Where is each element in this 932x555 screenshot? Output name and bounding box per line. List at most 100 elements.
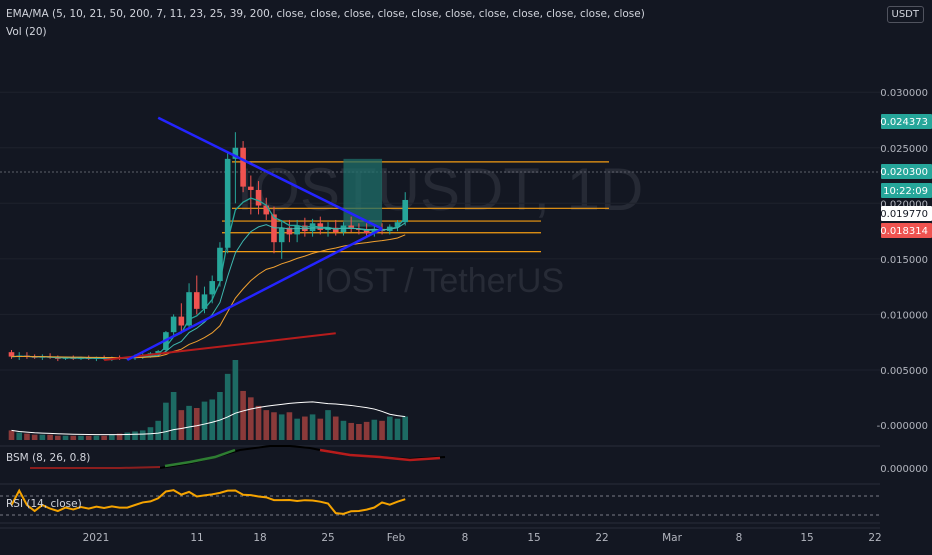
- candle-body: [155, 351, 161, 354]
- volume-bar: [263, 410, 270, 440]
- price-scale-bg: [880, 0, 932, 550]
- indicator-subpanels: [0, 445, 880, 524]
- volume-bar: [78, 435, 84, 440]
- price-tag-bg: [881, 206, 932, 221]
- candle-body: [286, 227, 293, 235]
- time-tick-label: 2021: [83, 532, 110, 544]
- candle-body: [294, 225, 300, 235]
- volume-bar: [170, 392, 177, 440]
- bsm-green: [164, 448, 236, 468]
- candle-body: [8, 352, 15, 357]
- volume-bar: [278, 414, 285, 440]
- bsm-legend[interactable]: BSM (8, 26, 0.8): [6, 452, 91, 464]
- time-tick-label: 15: [527, 532, 540, 544]
- volume-bar: [394, 418, 401, 440]
- candle-body: [263, 205, 270, 215]
- bsm-baseline: [30, 466, 161, 469]
- volume-bar: [101, 435, 107, 440]
- candle-body: [186, 292, 192, 326]
- currency-badge[interactable]: USDT: [886, 6, 924, 23]
- volume-bar: [340, 420, 347, 440]
- trendline: [126, 227, 383, 362]
- volume-bar: [155, 420, 161, 440]
- candle-body: [332, 227, 339, 233]
- volume-bar: [379, 420, 385, 440]
- candle-body: [325, 227, 331, 230]
- volume-bar: [363, 421, 370, 440]
- time-tick-label: 25: [321, 532, 334, 544]
- price-tag-bg: [881, 164, 932, 179]
- candle-body: [371, 228, 378, 234]
- volume-bar: [255, 405, 262, 440]
- volume-bar: [31, 434, 38, 440]
- candle-body: [278, 227, 285, 243]
- bsm-red: [319, 448, 441, 462]
- target-zone: [343, 158, 383, 227]
- ma200-line: [104, 332, 336, 361]
- candle-body: [309, 223, 316, 232]
- candle-body: [209, 281, 216, 295]
- volume-bar: [39, 434, 46, 440]
- time-tick-label: 8: [462, 532, 469, 544]
- rsi-legend[interactable]: RSI (14, close): [6, 498, 82, 510]
- volume-bar: [317, 418, 324, 440]
- price-tag-bg: [881, 114, 932, 129]
- watermark-symbol: IOSTUSDT, 1D: [237, 156, 644, 223]
- volume-legend[interactable]: Vol (20): [6, 26, 47, 38]
- watermark-pair: IOST / TetherUS: [316, 262, 564, 300]
- candle-body: [224, 158, 231, 248]
- rsi-line: [10, 488, 406, 515]
- volume-bar: [294, 418, 300, 440]
- volume-bar: [232, 360, 239, 440]
- volume-bar: [70, 435, 77, 440]
- volume-bar: [16, 432, 23, 440]
- price-tag-label: 10:22:09: [883, 186, 928, 197]
- candle-body: [178, 316, 185, 326]
- price-tag-label: 0.024373: [880, 117, 928, 128]
- price-tick-label: 0.000000: [880, 464, 928, 475]
- volume-bar: [325, 410, 331, 440]
- volume-bar: [201, 401, 208, 440]
- candle-body: [240, 147, 246, 187]
- volume-bar: [193, 408, 200, 440]
- volume-bar: [24, 433, 30, 440]
- target-zone-box: [343, 158, 383, 227]
- price-tag-label: 0.018314: [880, 226, 928, 237]
- volume-bar: [8, 430, 15, 440]
- candle-body: [255, 189, 262, 206]
- volume-bar: [402, 416, 409, 440]
- candle-body: [302, 225, 308, 232]
- volume-bar: [163, 402, 169, 440]
- candle-body: [340, 225, 347, 233]
- time-tick-label: 8: [736, 532, 743, 544]
- price-tick-label: 0.015000: [880, 255, 928, 266]
- price-scale[interactable]: 0.030000 0.025000 0.020000 0.015000 0.010000…: [877, 0, 932, 550]
- volume-bar: [248, 397, 254, 440]
- volume-bar: [386, 416, 393, 440]
- volume-bar: [356, 424, 362, 440]
- volume-bar: [271, 412, 277, 440]
- grid-lines: [0, 91, 880, 371]
- volume-bar: [348, 422, 354, 440]
- price-tag-label: 0.020300: [880, 167, 928, 178]
- candle-body: [193, 292, 200, 309]
- candle-body: [201, 294, 208, 309]
- candle-body: [348, 225, 354, 229]
- volume-bar: [116, 433, 123, 440]
- time-tick-label: 18: [253, 532, 266, 544]
- candle-body: [248, 186, 254, 190]
- indicator-legend[interactable]: EMA/MA (5, 10, 21, 50, 200, 7, 11, 23, 2…: [6, 8, 645, 20]
- volume-bar: [178, 410, 185, 440]
- candle-body: [317, 223, 324, 230]
- trendlines[interactable]: [126, 116, 383, 362]
- candle-body: [394, 222, 401, 227]
- volume-bar: [371, 419, 378, 440]
- time-axis[interactable]: 2021 11 18 25 Feb 8 15 22 Mar 8 15 22: [0, 527, 882, 544]
- volume-bar: [124, 432, 131, 440]
- bsm-line: [159, 445, 446, 469]
- volume-bar: [93, 435, 100, 440]
- price-tick-label: 0.020000: [880, 199, 928, 210]
- time-tick-label: 15: [800, 532, 813, 544]
